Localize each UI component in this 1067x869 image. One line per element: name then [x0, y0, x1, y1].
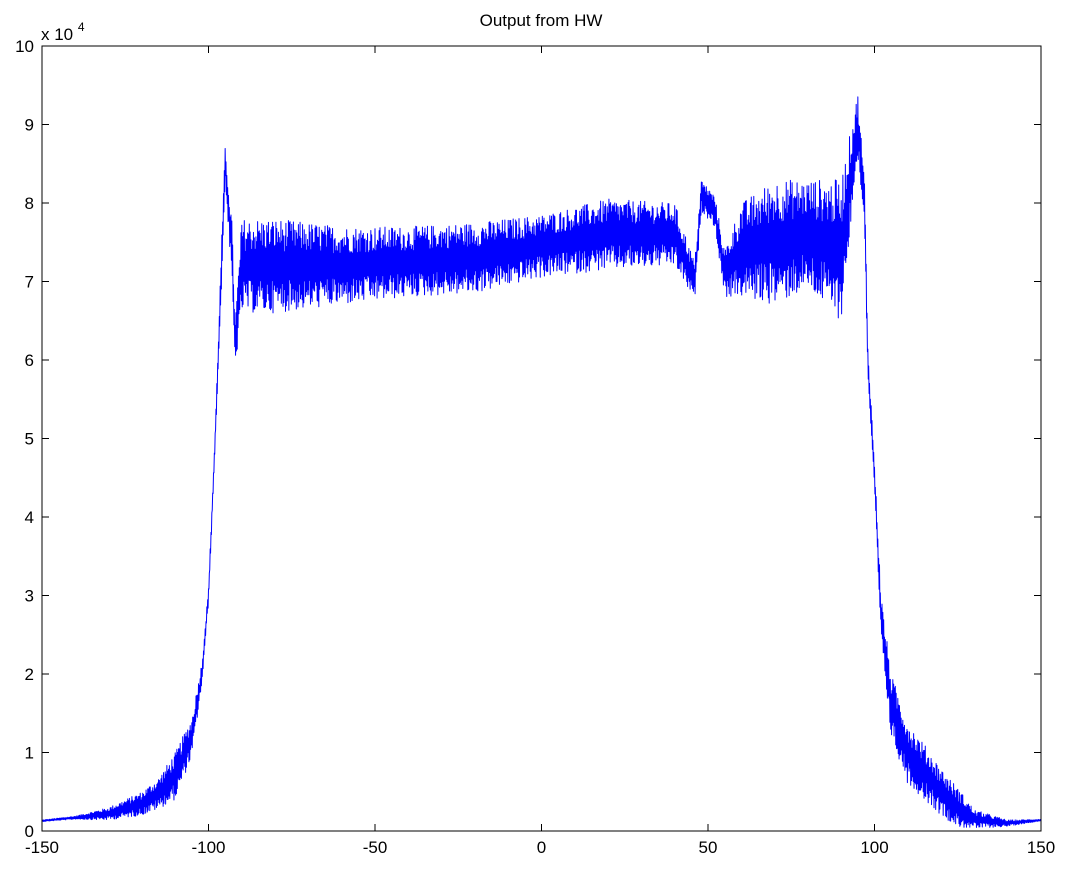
plot-area: 0 1 2 3 4 5 6 7 8 9 10 -150 -100 -50 0 50 100 150: [15, 37, 1055, 857]
x-tick-label: 50: [699, 838, 718, 857]
y-tick-label: 0: [25, 822, 34, 841]
y-tick-label: 4: [25, 508, 34, 527]
y-tick-label: 10: [15, 37, 34, 56]
x-tick-label: 150: [1027, 838, 1055, 857]
y-axis: 0 1 2 3 4 5 6 7 8 9 10: [15, 37, 1041, 841]
chart-title: Output from HW: [480, 11, 603, 30]
axes-frame: [41, 45, 1042, 832]
y-tick-label: 5: [25, 430, 34, 449]
axes-background: [42, 46, 1041, 831]
y-tick-label: 6: [25, 351, 34, 370]
y-axis-multiplier: x 10 4: [41, 20, 85, 44]
x-tick-label: -150: [25, 838, 59, 857]
x-tick-label: -100: [191, 838, 225, 857]
y-tick-label: 9: [25, 116, 34, 135]
y-tick-label: 2: [25, 665, 34, 684]
y-tick-label: 1: [25, 744, 34, 763]
x-tick-label: -50: [363, 838, 388, 857]
x-tick-label: 100: [860, 838, 888, 857]
y-axis-multiplier-exponent: 4: [78, 20, 85, 34]
x-tick-label: 0: [537, 838, 546, 857]
y-tick-label: 8: [25, 194, 34, 213]
y-tick-label: 3: [25, 587, 34, 606]
y-tick-label: 7: [25, 273, 34, 292]
y-axis-multiplier-base: x 10: [41, 25, 73, 44]
series-line: [41, 96, 1042, 828]
x-axis: -150 -100 -50 0 50 100 150: [25, 46, 1055, 857]
